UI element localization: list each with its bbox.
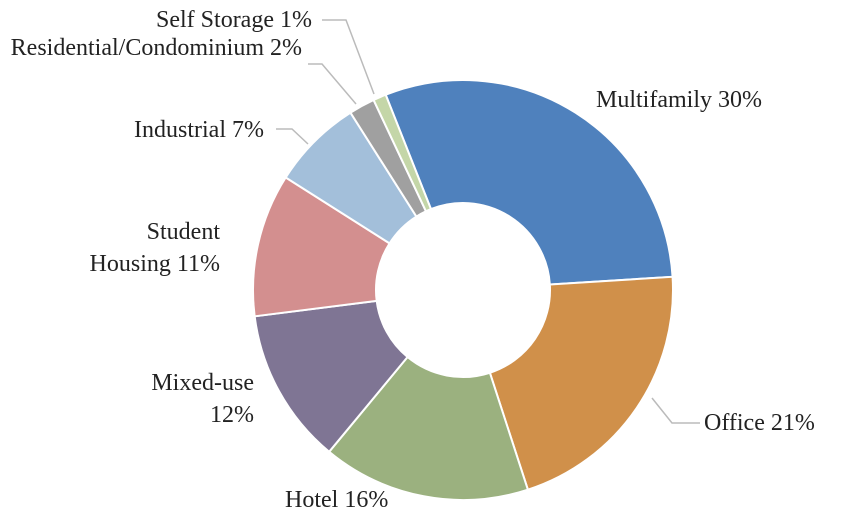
donut-slice — [488, 275, 674, 491]
category-name: Industrial — [134, 117, 226, 143]
value-label: 1% — [280, 7, 312, 33]
category-name: Residential/Condominium — [10, 35, 264, 61]
leader-line — [308, 63, 357, 105]
slice-label: Residential/Condominium 2% — [2, 32, 302, 64]
leader-line — [276, 128, 309, 145]
slice-label: Student Housing 11% — [70, 216, 220, 280]
value-label: 16% — [344, 487, 389, 513]
donut-slice — [384, 79, 674, 286]
category-name: Mixed-use — [151, 370, 254, 396]
donut-slice — [253, 299, 409, 454]
value-label: 7% — [232, 117, 264, 143]
value-label: 21% — [770, 410, 815, 436]
category-name: Hotel — [285, 487, 339, 513]
slice-label: Self Storage 1% — [156, 4, 312, 36]
category-name: Multifamily — [596, 87, 712, 113]
value-label: 11% — [176, 251, 220, 277]
donut-slice — [252, 176, 391, 318]
value-label: 30% — [718, 87, 762, 113]
leader-line — [651, 397, 700, 424]
value-label: 2% — [270, 35, 302, 61]
value-label: 12% — [210, 402, 254, 428]
leader-line — [322, 19, 375, 95]
category-name: Office — [704, 410, 765, 436]
category-name: Self Storage — [156, 7, 274, 33]
donut-slice — [372, 93, 433, 213]
slice-label: Multifamily 30% — [596, 84, 762, 116]
slice-label: Office 21% — [704, 407, 815, 439]
slice-label: Industrial 7% — [134, 114, 264, 146]
slice-label: Mixed-use 12% — [124, 367, 254, 431]
category-name: Student Housing — [89, 219, 220, 277]
slice-label: Hotel 16% — [285, 484, 388, 514]
